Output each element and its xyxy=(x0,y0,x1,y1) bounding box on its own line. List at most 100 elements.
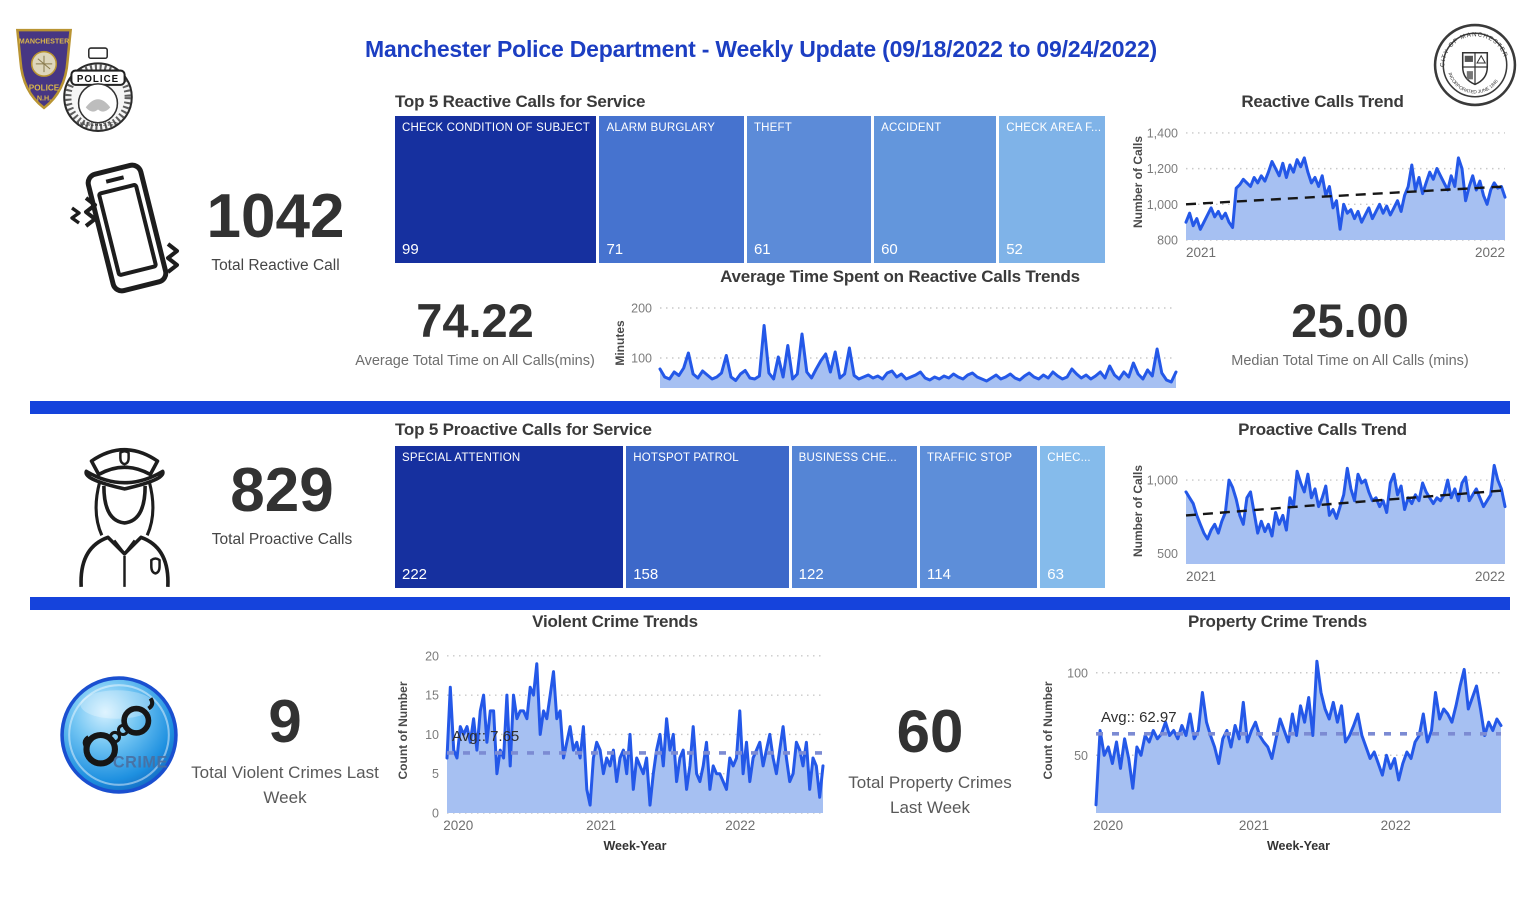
svg-text:2021: 2021 xyxy=(1186,245,1216,260)
proactive-kpi: 829 Total Proactive Calls xyxy=(192,460,372,549)
avg-time-trend-title: Average Time Spent on Reactive Calls Tre… xyxy=(720,267,1080,286)
page-title: Manchester Police Department - Weekly Up… xyxy=(364,36,1157,62)
tile-value: 71 xyxy=(606,241,624,258)
svg-text:MANCHESTER: MANCHESTER xyxy=(78,122,119,128)
property-crime-kpi-value: 60 xyxy=(896,698,964,765)
svg-text:Count of Number: Count of Number xyxy=(1041,681,1055,779)
crime-badge-icon: CRIME xyxy=(58,674,180,796)
reactive-kpi-label: Total Reactive Call xyxy=(211,257,340,274)
svg-text:Minutes: Minutes xyxy=(613,320,627,366)
proactive-kpi-value: 829 xyxy=(230,456,334,525)
tile-value: 122 xyxy=(798,566,824,583)
median-time-kpi: 25.00 Median Total Time on All Calls (mi… xyxy=(1185,297,1515,369)
property-crime-kpi-label: Total Property Crimes Last Week xyxy=(848,773,1012,817)
proactive-treemap: SPECIAL ATTENTION 222 HOTSPOT PATROL 158 BUS… xyxy=(395,446,1105,588)
svg-text:10: 10 xyxy=(425,728,439,742)
svg-text:Week-Year: Week-Year xyxy=(603,839,666,853)
svg-text:800: 800 xyxy=(1157,234,1178,248)
svg-text:500: 500 xyxy=(1157,547,1178,561)
treemap-tile[interactable]: SPECIAL ATTENTION 222 xyxy=(395,446,624,588)
svg-text:2022: 2022 xyxy=(725,818,755,833)
treemap-tile[interactable]: CHECK CONDITION OF SUBJECT 99 xyxy=(395,116,597,263)
tile-value: 60 xyxy=(881,241,898,258)
treemap-tile[interactable]: TRAFFIC STOP 114 xyxy=(920,446,1038,588)
tile-label: ACCIDENT xyxy=(881,122,942,134)
tile-label: CHEC... xyxy=(1047,452,1091,464)
tile-label: CHECK AREA F... xyxy=(1006,122,1101,134)
svg-text:100: 100 xyxy=(1067,666,1088,680)
svg-text:2020: 2020 xyxy=(443,818,473,833)
tile-value: 63 xyxy=(1047,566,1064,583)
section-divider-1 xyxy=(30,401,1510,414)
svg-text:2021: 2021 xyxy=(586,818,616,833)
avg-time-trend-chart[interactable]: 100 200 Minutes xyxy=(612,290,1184,394)
svg-text:POLICE: POLICE xyxy=(29,84,60,93)
tile-label: SPECIAL ATTENTION xyxy=(402,452,521,464)
svg-text:Avg:: 7.65: Avg:: 7.65 xyxy=(452,728,519,745)
svg-text:1,000: 1,000 xyxy=(1147,474,1178,488)
treemap-tile[interactable]: CHECK AREA F... 52 xyxy=(999,116,1105,263)
tile-value: 61 xyxy=(753,241,771,258)
tile-label: HOTSPOT PATROL xyxy=(633,452,739,464)
treemap-tile[interactable]: ACCIDENT 60 xyxy=(874,116,997,263)
treemap-tile[interactable]: ALARM BURGLARY 71 xyxy=(599,116,744,263)
treemap-tile[interactable]: THEFT 61 xyxy=(746,116,872,263)
svg-text:2022: 2022 xyxy=(1475,569,1505,584)
svg-text:200: 200 xyxy=(631,302,652,316)
violent-crime-kpi-label: Total Violent Crimes Last Week xyxy=(191,763,379,807)
reactive-kpi-value: 1042 xyxy=(206,182,345,251)
proactive-trend-chart[interactable]: 500 1,000 2021 2022 Number of Calls xyxy=(1130,446,1515,588)
svg-text:Avg:: 62.97: Avg:: 62.97 xyxy=(1101,709,1177,726)
reactive-trend-title: Reactive Calls Trend xyxy=(1241,92,1404,111)
police-officer-icon xyxy=(52,426,197,591)
proactive-kpi-label: Total Proactive Calls xyxy=(211,531,353,548)
svg-text:2022: 2022 xyxy=(1475,245,1505,260)
tile-value: 158 xyxy=(633,566,659,583)
city-seal-logo: CITY OF MANCHESTER INCORPORATED JUNE 184… xyxy=(1432,22,1518,108)
svg-text:2021: 2021 xyxy=(1239,818,1269,833)
treemap-tile[interactable]: HOTSPOT PATROL 158 xyxy=(626,446,789,588)
treemap-tile[interactable]: BUSINESS CHE... 122 xyxy=(791,446,918,588)
tile-label: TRAFFIC STOP xyxy=(927,452,1013,464)
svg-text:2021: 2021 xyxy=(1186,569,1216,584)
svg-text:1,000: 1,000 xyxy=(1147,198,1178,212)
avg-time-kpi: 74.22 Average Total Time on All Calls(mi… xyxy=(345,297,605,369)
avg-time-kpi-value: 74.22 xyxy=(416,294,534,347)
svg-text:100: 100 xyxy=(631,352,652,366)
svg-text:50: 50 xyxy=(1074,749,1088,763)
manchester-police-patch-logo: MANCHESTER POLICE N.H. xyxy=(14,26,74,112)
svg-text:N.H.: N.H. xyxy=(37,95,51,103)
proactive-trend-title: Proactive Calls Trend xyxy=(1238,420,1407,439)
svg-text:15: 15 xyxy=(425,689,439,703)
svg-text:2020: 2020 xyxy=(1093,818,1123,833)
property-crime-kpi: 60 Total Property Crimes Last Week xyxy=(830,702,1030,820)
treemap-tile[interactable]: CHEC... 63 xyxy=(1040,446,1105,588)
reactive-trend-chart[interactable]: 800 1,000 1,200 1,400 2021 2022 Number of Call… xyxy=(1130,116,1515,264)
tile-label: ALARM BURGLARY xyxy=(606,122,716,134)
tile-label: THEFT xyxy=(753,122,793,134)
violent-crime-kpi: 9 Total Violent Crimes Last Week xyxy=(185,692,385,810)
property-trend-chart[interactable]: 50 100 Avg:: 62.97 2020 2021 2022 Week-Year Cou… xyxy=(1040,638,1515,853)
svg-text:0: 0 xyxy=(432,807,439,821)
median-time-kpi-label: Median Total Time on All Calls (mins) xyxy=(1231,353,1469,369)
tile-value: 114 xyxy=(927,566,951,583)
police-badge-logo: POLICE MANCHESTER xyxy=(60,46,136,134)
reactive-treemap: CHECK CONDITION OF SUBJECT 99 ALARM BURGLA… xyxy=(395,116,1105,263)
tile-value: 99 xyxy=(402,241,419,258)
median-time-kpi-value: 25.00 xyxy=(1291,294,1409,347)
svg-text:Week-Year: Week-Year xyxy=(1267,839,1330,853)
tile-label: BUSINESS CHE... xyxy=(798,452,897,464)
vibrating-phone-icon xyxy=(52,146,202,311)
svg-text:1,400: 1,400 xyxy=(1147,126,1178,140)
svg-text:20: 20 xyxy=(425,649,439,663)
tile-value: 52 xyxy=(1006,241,1023,258)
property-trend-title: Property Crime Trends xyxy=(1187,612,1368,631)
svg-text:1,200: 1,200 xyxy=(1147,162,1178,176)
reactive-kpi: 1042 Total Reactive Call xyxy=(188,186,363,275)
violent-crime-kpi-value: 9 xyxy=(268,688,302,755)
svg-text:Count of Number: Count of Number xyxy=(396,681,410,779)
reactive-treemap-title: Top 5 Reactive Calls for Service xyxy=(395,92,646,111)
svg-text:5: 5 xyxy=(432,767,439,781)
svg-text:Number of Calls: Number of Calls xyxy=(1131,136,1145,228)
